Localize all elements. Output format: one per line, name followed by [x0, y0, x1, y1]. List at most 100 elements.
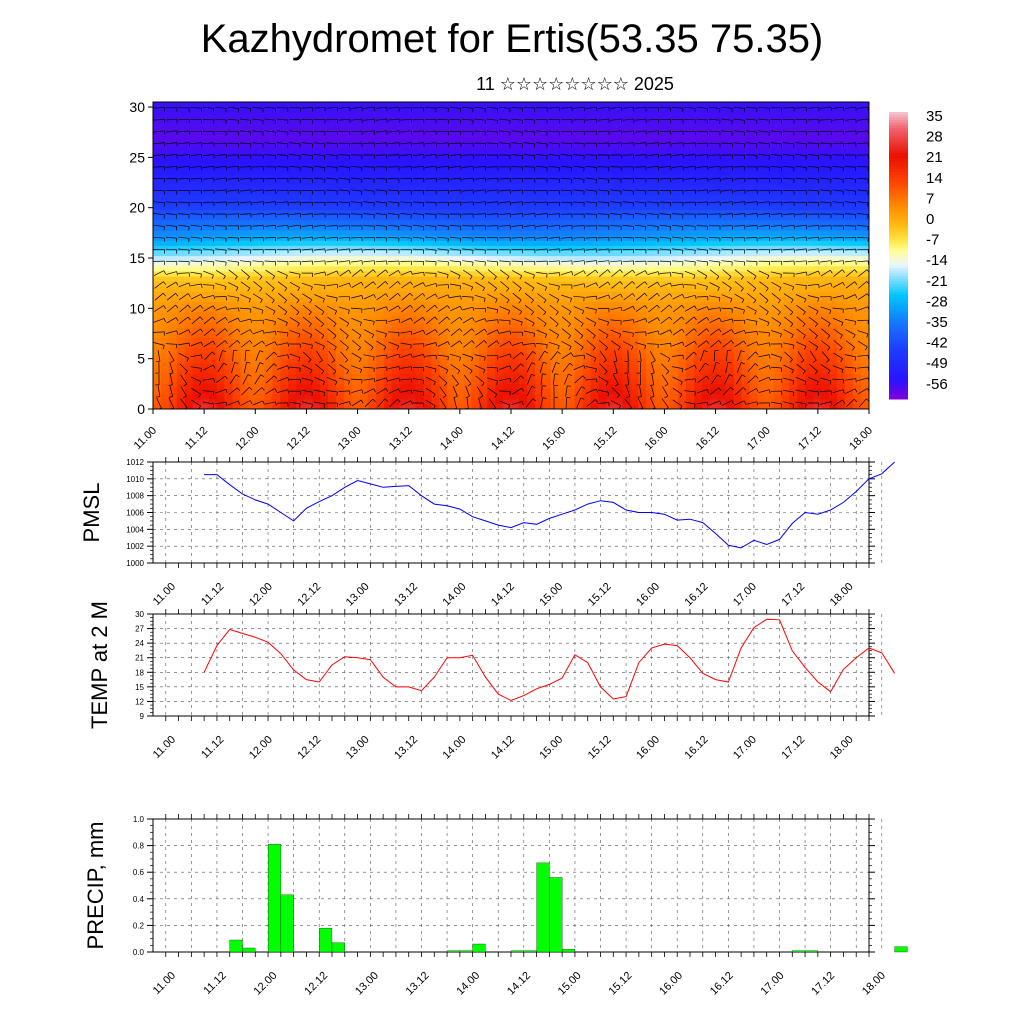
heatmap-cell [686, 368, 695, 374]
heatmap-cell [733, 388, 743, 395]
heatmap-cell [447, 168, 456, 175]
heatmap-cell [200, 327, 210, 333]
heatmap-cell [646, 378, 655, 385]
heatmap-cell [407, 132, 417, 139]
heatmap-cell [662, 260, 671, 267]
heatmap-cell [574, 173, 584, 180]
heatmap-cell [733, 316, 743, 323]
heatmap-cell [288, 352, 297, 359]
heatmap-cell [686, 240, 695, 246]
heatmap-cell [153, 403, 162, 409]
heatmap-cell [518, 199, 528, 205]
heatmap-cell [733, 373, 743, 379]
heatmap-cell [240, 281, 250, 287]
heatmap-cell [176, 255, 186, 262]
heatmap-cell [693, 260, 703, 267]
heatmap-cell [224, 127, 234, 134]
heatmap-cell [574, 117, 584, 124]
heatmap-cell [781, 153, 791, 159]
heatmap-cell [606, 102, 616, 108]
heatmap-cell [558, 281, 568, 287]
heatmap-cell [399, 127, 409, 134]
heatmap-cell [224, 296, 234, 303]
heatmap-cell [757, 168, 767, 175]
heatmap-cell [805, 112, 814, 118]
heatmap-cell [526, 388, 536, 395]
heatmap-cell [630, 183, 639, 190]
heatmap-cell [797, 112, 806, 118]
heatmap-cell [367, 183, 377, 190]
heatmap-cell [765, 260, 775, 267]
heatmap-cell [280, 337, 289, 344]
heatmap-cell [797, 362, 806, 369]
heatmap-cell [638, 286, 647, 292]
heatmap-cell [439, 388, 448, 395]
heatmap-cell [511, 107, 520, 113]
heatmap-cell [646, 163, 655, 170]
heatmap-cell [153, 332, 162, 338]
heatmap-cell [526, 291, 536, 298]
heatmap-cell [200, 255, 210, 262]
heatmap-cell [160, 383, 170, 390]
heatmap-cell [686, 347, 695, 354]
heatmap-cell [455, 322, 464, 328]
heatmap-cell [192, 219, 202, 226]
heatmap-cell [304, 163, 313, 170]
heatmap-cell [662, 137, 671, 144]
heatmap-cell [240, 347, 250, 354]
heatmap-cell [399, 214, 409, 221]
heatmap-cell [781, 398, 791, 405]
heatmap-cell [224, 102, 234, 108]
heatmap-cell [216, 316, 226, 323]
heatmap-cell [351, 178, 361, 185]
heatmap-cell [248, 352, 258, 359]
heatmap-cell [797, 352, 806, 359]
heatmap-cell [359, 199, 369, 205]
heatmap-cell [749, 194, 759, 200]
heatmap-cell [415, 194, 425, 200]
heatmap-cell [574, 168, 584, 175]
heatmap-cell [598, 281, 608, 287]
heatmap-cell [471, 373, 480, 379]
heatmap-cell [248, 219, 258, 226]
heatmap-cell [550, 122, 560, 129]
heatmap-cell [773, 107, 783, 113]
heatmap-cell [646, 250, 655, 257]
heatmap-cell [200, 275, 210, 282]
heatmap-cell [749, 352, 759, 359]
heatmap-cell [160, 163, 170, 170]
heatmap-cell [439, 163, 448, 170]
heatmap-cell [232, 393, 242, 400]
heatmap-cell [582, 260, 592, 267]
heatmap-cell [598, 296, 608, 303]
heatmap-cell [670, 270, 679, 277]
heatmap-cell [678, 362, 687, 369]
heatmap-cell [415, 153, 425, 159]
heatmap-cell [328, 158, 337, 164]
heatmap-cell [447, 245, 456, 251]
heatmap-cell [503, 194, 512, 200]
heatmap-cell [789, 291, 798, 298]
heatmap-cell [296, 286, 305, 292]
heatmap-cell [463, 245, 472, 251]
heatmap-cell [558, 142, 568, 149]
heatmap-cell [558, 158, 568, 164]
heatmap-cell [264, 388, 273, 395]
heatmap-cell [789, 398, 798, 405]
heatmap-cell [168, 275, 178, 282]
heatmap-cell [717, 306, 727, 313]
heatmap-cell [582, 204, 592, 211]
heatmap-cell [733, 342, 743, 349]
heatmap-cell [654, 306, 663, 313]
heatmap-cell [550, 301, 560, 308]
heatmap-cell [200, 127, 210, 134]
heatmap-cell [192, 398, 202, 405]
heatmap-cell [288, 250, 297, 257]
heatmap-cell [749, 398, 759, 405]
heatmap-cell [566, 398, 576, 405]
heatmap-cell [184, 373, 194, 379]
heatmap-cell [622, 240, 631, 246]
heatmap-cell [176, 117, 186, 124]
heatmap-cell [590, 158, 600, 164]
